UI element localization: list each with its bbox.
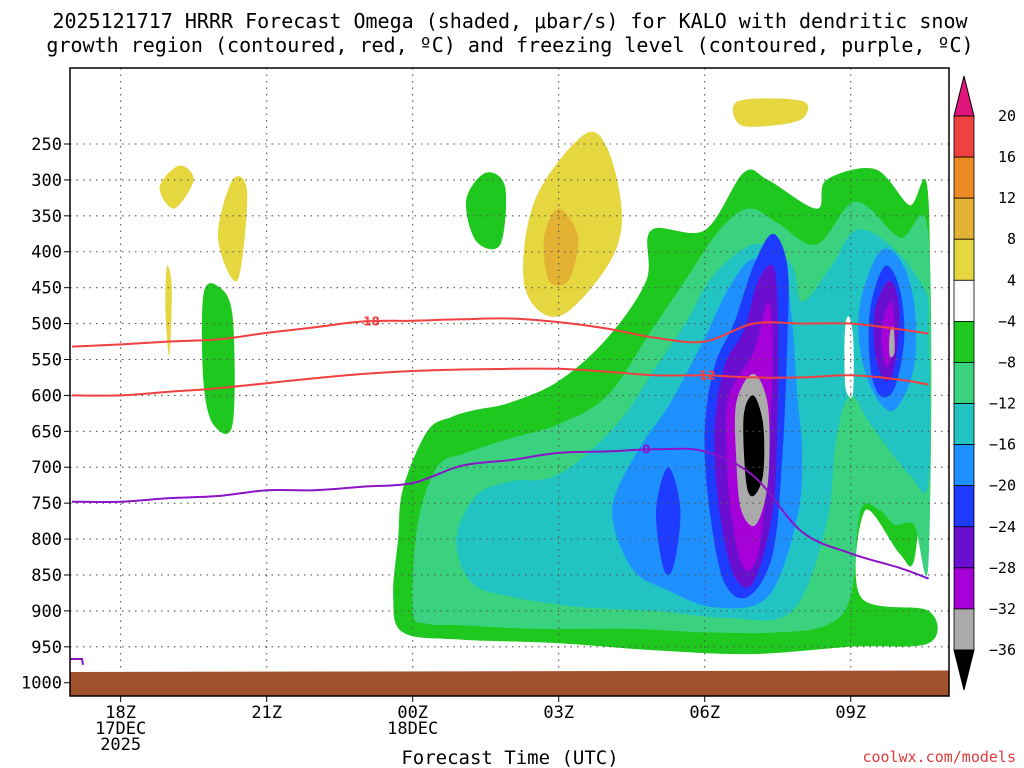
y-tick-label-950: 950	[31, 638, 62, 658]
x-tick-label-00Z-0: 00Z	[397, 703, 428, 723]
omega-region-21	[889, 326, 895, 358]
y-tick-label-1000: 1000	[21, 674, 62, 694]
colorbar-label-2: 12	[998, 189, 1016, 207]
contour-dgz_lower	[71, 367, 929, 397]
y-tick-label-600: 600	[31, 386, 62, 406]
omega-shading-layer	[159, 98, 938, 655]
colorbar-label-10: −24	[989, 518, 1016, 536]
y-tick-label-250: 250	[31, 135, 62, 155]
contour-freezing	[71, 447, 929, 580]
colorbar-bin-1	[953, 156, 975, 199]
chart-title-line1: 2025121717 HRRR Forecast Omega (shaded, …	[52, 9, 968, 33]
x-tick-label-18Z-2: 2025	[100, 735, 141, 755]
freezing-stub	[70, 658, 84, 665]
y-tick-label-650: 650	[31, 422, 62, 442]
grid-lines	[70, 68, 949, 696]
colorbar-label-11: −28	[989, 559, 1016, 577]
colorbar-bin-2	[953, 197, 975, 240]
omega-region-13	[655, 467, 681, 575]
x-tick-label-09Z-0: 09Z	[835, 703, 866, 723]
y-tick-label-700: 700	[31, 458, 62, 478]
omega-region-23	[844, 316, 854, 398]
colorbar-label-1: 16	[998, 148, 1016, 166]
colorbar-label-7: −12	[989, 395, 1016, 413]
colorbar-bin-0	[953, 115, 975, 158]
contour-label-dgz_upper: −18	[353, 314, 380, 328]
y-tick-label-400: 400	[31, 243, 62, 263]
contour-dgz_upper	[71, 317, 929, 348]
omega-region-4	[543, 208, 579, 286]
contour-label-dgz_lower: −12	[689, 368, 716, 382]
x-tick-label-18Z-1: 17DEC	[95, 719, 146, 739]
contour-layer: −18 −12 0	[71, 314, 929, 580]
colorbar-label-4: 4	[1007, 271, 1016, 289]
omega-region-5	[732, 98, 809, 127]
colorbar-label-6: −8	[998, 353, 1016, 371]
colorbar-label-3: 8	[1007, 230, 1016, 248]
plot-frame	[69, 67, 950, 697]
omega-region-2	[165, 265, 172, 357]
colorbar-bin-3	[953, 238, 975, 281]
colorbar-bin-10	[953, 526, 975, 569]
x-tick-label-06Z-0: 06Z	[689, 703, 720, 723]
x-tick-label-18Z-0: 18Z	[105, 703, 136, 723]
colorbar-bin-6	[953, 362, 975, 404]
colorbar-label-5: −4	[998, 312, 1016, 330]
colorbar-label-9: −20	[989, 477, 1016, 495]
colorbar-bin-8	[953, 444, 975, 487]
omega-region-7	[465, 172, 507, 250]
colorbar-label-13: −36	[989, 641, 1016, 659]
contour-label-freezing: 0	[642, 443, 650, 457]
omega-region-1	[217, 176, 248, 282]
ground-layer	[70, 658, 949, 696]
colorbar: 20 16 12 8 4 −4 −8 −12 −16 −20 −24 −28 −32 −36	[953, 75, 1016, 691]
colorbar-bin-11	[953, 567, 975, 610]
x-tick-label-21Z-0: 21Z	[251, 703, 282, 723]
y-tick-label-450: 450	[31, 279, 62, 299]
y-tick-label-800: 800	[31, 530, 62, 550]
y-tick-label-550: 550	[31, 350, 62, 370]
credit-text: coolwx.com/models	[862, 748, 1016, 766]
colorbar-label-12: −32	[989, 600, 1016, 618]
colorbar-label-0: 20	[998, 107, 1016, 125]
omega-region-6	[201, 283, 235, 434]
colorbar-top-arrow	[953, 75, 975, 117]
pressure-axis: 250 300 350 400 450 500 550 600 650 700 750 800 850 9…	[21, 135, 70, 694]
y-tick-label-300: 300	[31, 171, 62, 191]
omega-region-0	[159, 165, 194, 209]
colorbar-bin-4	[953, 279, 975, 322]
y-tick-label-750: 750	[31, 494, 62, 514]
colorbar-bin-5	[953, 320, 975, 363]
x-axis-label: Forecast Time (UTC)	[401, 747, 618, 768]
x-tick-label-00Z-1: 18DEC	[387, 719, 438, 739]
colorbar-label-8: −16	[989, 436, 1016, 454]
colorbar-bin-12	[953, 608, 975, 651]
y-tick-label-500: 500	[31, 315, 62, 335]
colorbar-bottom-arrow	[953, 649, 975, 691]
colorbar-bin-7	[953, 403, 975, 446]
colorbar-bin-9	[953, 485, 975, 528]
y-tick-label-350: 350	[31, 207, 62, 227]
y-tick-label-850: 850	[31, 566, 62, 586]
y-tick-label-900: 900	[31, 602, 62, 622]
x-tick-label-03Z-0: 03Z	[543, 703, 574, 723]
ground-shading	[70, 670, 949, 696]
chart-title-line2: growth region (contoured, red, ºC) and f…	[46, 33, 973, 57]
